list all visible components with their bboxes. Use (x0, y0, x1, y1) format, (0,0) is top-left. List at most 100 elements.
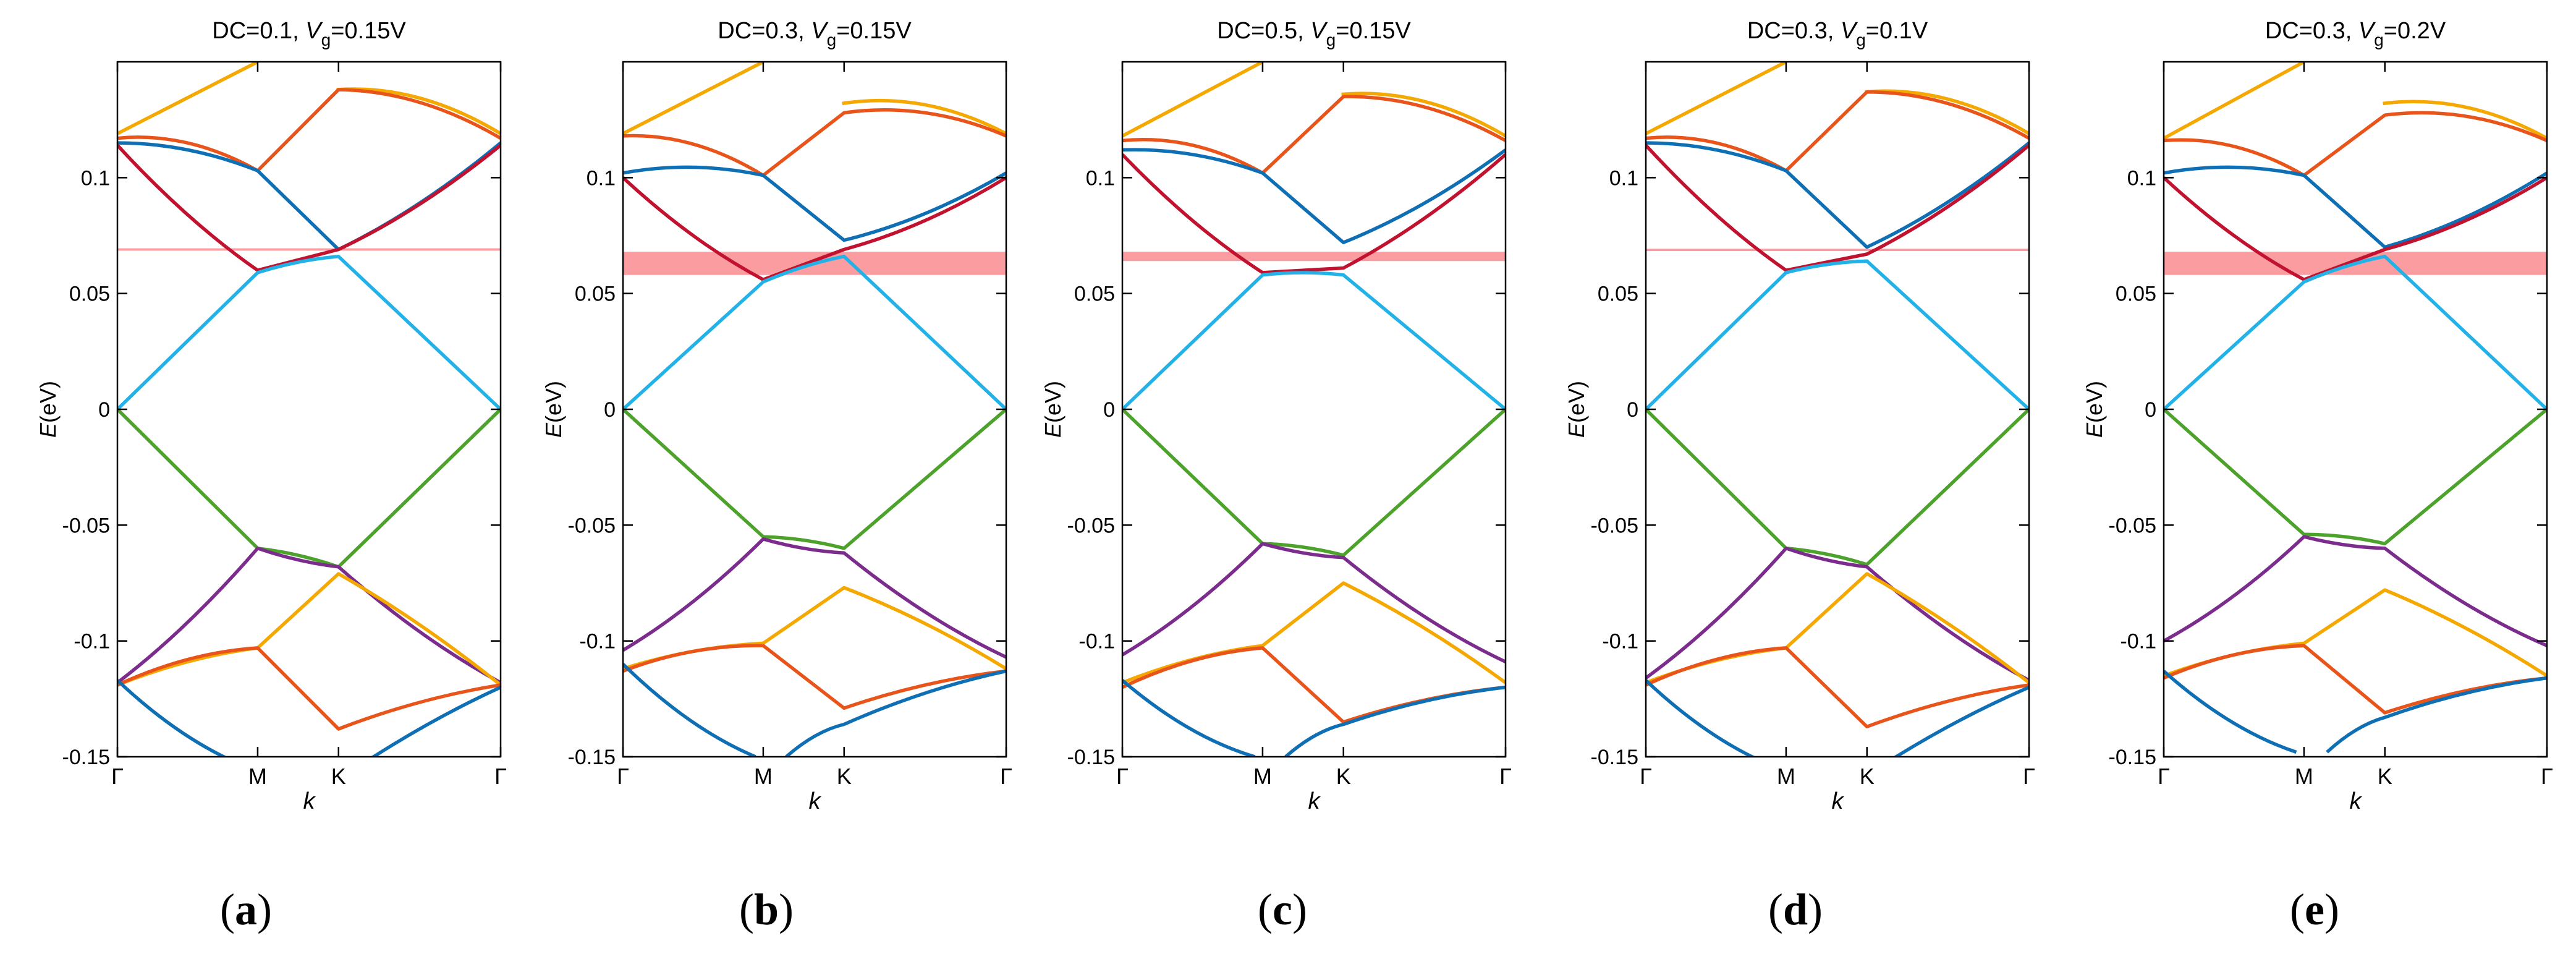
band-yellow-lower (2164, 588, 2547, 678)
band-yellow-upper-left (1646, 62, 1787, 135)
panel-a: -0.15 -0.1 -0.05 0 0.05 0.1 Γ M K Γk E(eV) DC=0.1, … (35, 18, 507, 814)
x-tick-label: M (2295, 764, 2313, 789)
panel-title: DC=0.5, Vg=0.15V (1217, 18, 1411, 49)
band-orange-upper (117, 88, 501, 173)
y-tick-label: -0.15 (2109, 746, 2157, 769)
y-tick-label: 0.1 (1609, 166, 1638, 190)
panel-label-c: (c) (1258, 885, 1307, 934)
band-yellow-lower (117, 572, 501, 687)
band-orange-upper (2164, 111, 2547, 177)
band-gap-region (117, 248, 501, 251)
band-blue-lower-left (2164, 670, 2297, 754)
axes-frame-a (116, 61, 502, 758)
y-tick-label: 0 (2145, 398, 2156, 422)
y-tick-label: -0.1 (579, 630, 616, 654)
band-orange-lower (117, 646, 501, 731)
y-tick-label: 0.05 (2116, 283, 2156, 306)
x-tick-label: Γ (2541, 764, 2553, 789)
plot-area-a (117, 62, 501, 757)
x-tick-label: K (331, 764, 346, 789)
panel-label-b: (b) (739, 885, 794, 934)
band-blue-lower-right (2326, 676, 2547, 754)
band-blue-lower-right (370, 686, 501, 757)
band-purple (2164, 535, 2547, 647)
band-green (623, 407, 1006, 550)
band-yellow-upper-left (117, 62, 259, 135)
band-cyan (2164, 254, 2547, 411)
plot-area-b (623, 62, 1006, 757)
panel-title: DC=0.3, Vg=0.1V (1747, 18, 1928, 49)
band-purple (1122, 542, 1506, 663)
panel-title: DC=0.3, Vg=0.15V (718, 18, 912, 49)
y-tick-label: -0.05 (2109, 514, 2157, 537)
band-green (1646, 408, 2029, 566)
y-axis-label: E(eV) (2082, 381, 2107, 438)
band-gap-region (1646, 249, 2029, 252)
x-axis-label: k (303, 788, 316, 814)
band-yellow-upper-right (1865, 89, 2029, 135)
band-orange-lower (623, 644, 1006, 710)
x-tick-label: M (754, 764, 773, 789)
y-tick-label: 0 (1627, 398, 1638, 422)
band-blue-lower-right (785, 669, 1006, 757)
band-cyan (1122, 271, 1506, 411)
band-orange-lower (1122, 646, 1506, 724)
band-red-upper (117, 143, 501, 272)
y-axis-label: E(eV) (35, 381, 61, 438)
y-tick-label: 0.05 (1074, 283, 1115, 306)
y-tick-label: 0 (1103, 398, 1115, 422)
x-tick-label: Γ (617, 764, 629, 789)
panel-title: DC=0.3, Vg=0.2V (2265, 18, 2446, 49)
band-yellow-upper-right (2383, 100, 2547, 140)
band-purple (1646, 547, 2029, 682)
y-tick-label: -0.05 (62, 514, 111, 537)
y-tick-label: 0.05 (1598, 283, 1638, 306)
band-yellow-upper-left (2164, 62, 2305, 140)
x-tick-label: Γ (111, 764, 124, 789)
panel-title: DC=0.1, Vg=0.15V (212, 18, 406, 49)
x-tick-label: M (1777, 764, 1795, 789)
band-red-upper (1122, 153, 1506, 275)
y-tick-label: -0.1 (2120, 630, 2156, 654)
band-red-upper (623, 176, 1006, 281)
y-tick-label: 0.1 (2127, 166, 2156, 190)
panel-label-d: (d) (1768, 885, 1823, 934)
band-yellow-upper-right (1341, 92, 1506, 138)
plot-area-d (1646, 62, 2029, 757)
y-tick-label: 0.1 (81, 166, 110, 190)
band-orange-lower (2164, 644, 2547, 715)
x-tick-label: Γ (1640, 764, 1652, 789)
x-tick-label: M (1253, 764, 1272, 789)
y-tick-label: 0.1 (1086, 166, 1115, 190)
band-blue-upper (623, 165, 1006, 242)
x-axis-label: k (2350, 788, 2363, 814)
y-axis-label: E(eV) (1040, 381, 1066, 438)
panel-e: -0.15 -0.1 -0.05 0 0.05 0.1 Γ M K Γk E(eV) DC=0.3, … (2082, 18, 2553, 814)
panel-label-a: (a) (220, 885, 272, 934)
band-green (2164, 407, 2547, 546)
band-orange-upper (1646, 90, 2029, 173)
y-tick-label: -0.15 (568, 746, 616, 769)
x-tick-label: M (248, 764, 267, 789)
band-blue-upper (1646, 141, 2029, 249)
band-blue-lower-left (1122, 679, 1256, 757)
band-blue-lower-left (117, 679, 228, 757)
y-tick-label: -0.15 (1067, 746, 1116, 769)
band-purple (623, 537, 1006, 659)
x-tick-label: K (2378, 764, 2392, 789)
band-orange-upper (1122, 95, 1506, 175)
band-purple (117, 547, 501, 684)
band-yellow-upper-right (842, 98, 1006, 135)
x-tick-label: Γ (1499, 764, 1512, 789)
y-tick-label: -0.1 (1078, 630, 1115, 654)
y-tick-label: -0.15 (62, 746, 111, 769)
band-red-upper (1646, 143, 2029, 272)
band-green (1122, 407, 1506, 557)
y-tick-label: -0.05 (1591, 514, 1639, 537)
x-axis-label: k (1308, 788, 1321, 814)
band-yellow-upper-right (336, 87, 501, 135)
x-axis-label: k (1832, 788, 1845, 814)
band-blue-lower-left (1646, 679, 1756, 757)
y-tick-label: 0.1 (587, 166, 616, 190)
